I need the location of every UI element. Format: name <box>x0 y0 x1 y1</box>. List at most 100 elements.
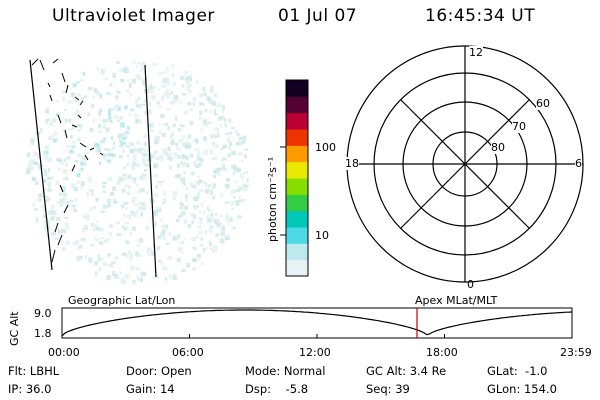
emission-pixel <box>146 158 149 163</box>
colorbar-band <box>286 145 308 163</box>
emission-pixel <box>140 212 144 217</box>
emission-pixel <box>176 257 181 263</box>
emission-pixel <box>136 274 139 280</box>
emission-pixel <box>221 226 226 231</box>
emission-pixel <box>142 160 146 165</box>
emission-pixel <box>123 279 127 284</box>
colorbar-label: photon cm⁻²s⁻¹ <box>266 156 279 242</box>
emission-pixel <box>215 212 218 216</box>
emission-pixel <box>182 156 187 159</box>
emission-pixel <box>110 107 114 112</box>
emission-pixel <box>80 255 83 260</box>
emission-pixel <box>121 252 127 256</box>
emission-pixel <box>148 88 154 94</box>
emission-pixel <box>88 113 91 117</box>
emission-pixel <box>132 60 136 65</box>
emission-pixel <box>189 73 193 77</box>
emission-pixel <box>132 200 135 203</box>
emission-pixel <box>162 234 167 239</box>
emission-pixel <box>195 80 199 84</box>
app-title: Ultraviolet Imager <box>52 6 215 26</box>
emission-pixel <box>98 266 102 272</box>
emission-pixel <box>221 109 224 114</box>
emission-pixel <box>82 227 86 233</box>
emission-pixel <box>107 198 112 202</box>
emission-pixel <box>91 104 95 109</box>
emission-pixel <box>198 210 202 214</box>
emission-pixel <box>134 251 139 256</box>
emission-pixel <box>205 229 208 235</box>
emission-pixel <box>181 163 186 167</box>
emission-pixel <box>63 193 68 197</box>
emission-pixel <box>138 206 142 210</box>
emission-pixel <box>178 214 182 219</box>
emission-pixel <box>217 129 220 134</box>
emission-pixel <box>235 199 241 203</box>
emission-pixel <box>186 75 192 81</box>
emission-pixel <box>56 201 62 204</box>
emission-pixel <box>158 259 162 263</box>
emission-pixel <box>191 220 195 225</box>
emission-pixel <box>195 205 200 208</box>
emission-pixel <box>128 113 132 117</box>
emission-pixel <box>211 134 216 139</box>
emission-pixel <box>76 180 80 185</box>
emission-pixel <box>238 186 242 192</box>
emission-pixel <box>32 201 35 207</box>
emission-pixel <box>78 168 81 173</box>
emission-pixel <box>199 221 203 225</box>
emission-pixel <box>180 161 185 164</box>
emission-pixel <box>187 102 192 106</box>
emission-pixel <box>89 189 94 192</box>
emission-pixel <box>207 209 211 212</box>
emission-pixel <box>213 93 218 98</box>
emission-pixel <box>228 147 232 151</box>
emission-pixel <box>176 145 179 151</box>
emission-pixel <box>84 94 87 99</box>
emission-pixel <box>135 104 140 108</box>
emission-pixel <box>62 168 68 174</box>
emission-pixel <box>97 67 100 71</box>
emission-pixel <box>120 79 125 82</box>
date-label: 01 Jul 07 <box>278 6 358 26</box>
emission-pixel <box>211 218 216 223</box>
emission-pixel <box>116 90 121 94</box>
emission-pixel <box>73 207 77 211</box>
emission-pixel <box>230 189 236 195</box>
emission-pixel <box>227 234 230 238</box>
emission-pixel <box>148 197 152 202</box>
emission-pixel <box>66 145 71 148</box>
emission-pixel <box>145 225 150 231</box>
emission-pixel <box>46 118 50 121</box>
emission-pixel <box>170 142 174 146</box>
emission-pixel <box>147 253 151 256</box>
emission-pixel <box>181 84 185 88</box>
emission-pixel <box>110 264 113 268</box>
emission-pixel <box>115 119 120 122</box>
emission-pixel <box>46 157 52 163</box>
emission-pixel <box>122 136 126 141</box>
emission-pixel <box>137 97 141 100</box>
emission-pixel <box>157 209 161 213</box>
emission-pixel <box>132 196 137 199</box>
emission-pixel <box>96 228 101 231</box>
emission-pixel <box>131 226 136 231</box>
emission-pixel <box>96 91 101 96</box>
emission-pixel <box>120 122 125 128</box>
emission-pixel <box>199 243 204 247</box>
emission-pixel <box>77 124 83 127</box>
emission-pixel <box>144 169 148 172</box>
emission-pixel <box>203 210 206 215</box>
emission-pixel <box>152 63 158 66</box>
emission-pixel <box>125 67 129 73</box>
geographic-image-panel <box>25 58 249 285</box>
emission-pixel <box>136 148 139 153</box>
emission-pixel <box>165 224 169 229</box>
emission-pixel <box>76 110 79 113</box>
emission-pixel <box>120 204 125 209</box>
timeline-left-label: Geographic Lat/Lon <box>68 294 176 307</box>
emission-pixel <box>198 110 203 115</box>
emission-pixel <box>141 173 147 177</box>
colorbar-band <box>286 227 308 244</box>
emission-pixel <box>86 191 90 197</box>
